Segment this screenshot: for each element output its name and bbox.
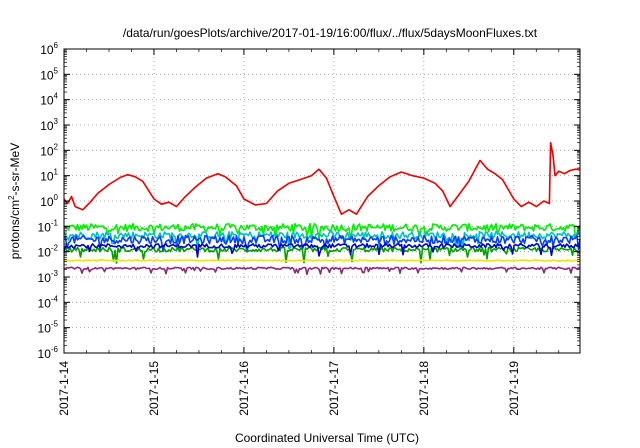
y-tick-label-base: 10: [38, 296, 52, 310]
y-axis-label: protons/cm2-s-sr-MeV: [7, 143, 22, 259]
y-tick-label-exp: 0: [54, 193, 59, 202]
x-tick-label: 2017-1-15: [147, 361, 161, 416]
chart-title: /data/run/goesPlots/archive/2017-01-19/1…: [123, 26, 538, 40]
y-tick-label-base: 10: [38, 271, 52, 285]
y-tick-label: 104: [40, 92, 58, 108]
y-tick-label-base: 10: [38, 347, 52, 361]
y-tick-label-base: 10: [40, 195, 54, 209]
y-tick-label-exp: 6: [54, 41, 59, 50]
series-line: [63, 266, 580, 276]
y-tick-label: 106: [40, 41, 58, 57]
y-tick-label-exp: 4: [54, 92, 59, 101]
y-tick-label-base: 10: [38, 246, 52, 260]
series-line: [63, 230, 581, 251]
x-tick-label: 2017-1-16: [237, 361, 251, 416]
y-tick-label-exp: -5: [51, 320, 59, 329]
y-tick-label: 10-3: [38, 269, 59, 285]
y-axis-label-suffix: -s-sr-MeV: [8, 143, 22, 196]
y-tick-label: 100: [40, 193, 58, 209]
y-tick-label: 103: [40, 117, 58, 133]
series-group: [63, 141, 581, 276]
y-tick-label-exp: -4: [51, 294, 59, 303]
x-tick-label: 2017-1-14: [57, 361, 71, 416]
y-tick-label: 102: [40, 142, 58, 158]
series-line: [63, 258, 581, 262]
y-tick-label-base: 10: [40, 43, 54, 57]
series-line: [63, 141, 581, 215]
x-tick-labels: 2017-1-14 2017-1-15 2017-1-16 2017-1-17 2017…: [57, 361, 521, 416]
y-tick-label-exp: -1: [51, 218, 59, 227]
y-tick-label-exp: 2: [54, 142, 59, 151]
series-line: [63, 243, 581, 258]
y-tick-label-exp: -3: [51, 269, 59, 278]
series-line: [63, 234, 581, 253]
y-tick-label-base: 10: [38, 220, 52, 234]
y-tick-label: 10-5: [38, 320, 59, 336]
y-tick-label: 10-6: [38, 345, 59, 361]
y-tick-label: 10-2: [38, 244, 59, 260]
y-tick-label-base: 10: [40, 119, 54, 133]
y-tick-label-exp: 3: [54, 117, 59, 126]
y-tick-label: 101: [40, 168, 58, 184]
y-tick-label-base: 10: [40, 68, 54, 82]
y-tick-labels: 10610510410310210110010-110-210-310-410-…: [38, 41, 59, 361]
series-line: [63, 246, 581, 264]
x-axis-label: Coordinated Universal Time (UTC): [235, 431, 419, 445]
y-tick-label-base: 10: [40, 94, 54, 108]
y-tick-label-base: 10: [40, 144, 54, 158]
y-axis-label-prefix: protons/cm: [8, 200, 22, 259]
y-tick-label-base: 10: [38, 322, 52, 336]
y-tick-label: 10-4: [38, 294, 59, 310]
y-tick-label-exp: -2: [51, 244, 59, 253]
grid: [64, 49, 580, 353]
x-tick-label: 2017-1-19: [507, 361, 521, 416]
y-axis-label-sup: 2: [7, 195, 16, 200]
y-tick-label: 10-1: [38, 218, 59, 234]
y-tick-label-base: 10: [40, 170, 54, 184]
y-tick-label-exp: 5: [54, 66, 59, 75]
y-tick-label-exp: -6: [51, 345, 59, 354]
x-tick-label: 2017-1-18: [417, 361, 431, 416]
ticks: [63, 48, 580, 354]
series-line: [63, 222, 581, 241]
y-tick-label-exp: 1: [54, 168, 59, 177]
y-tick-label: 105: [40, 66, 58, 82]
x-tick-label: 2017-1-17: [327, 361, 341, 416]
